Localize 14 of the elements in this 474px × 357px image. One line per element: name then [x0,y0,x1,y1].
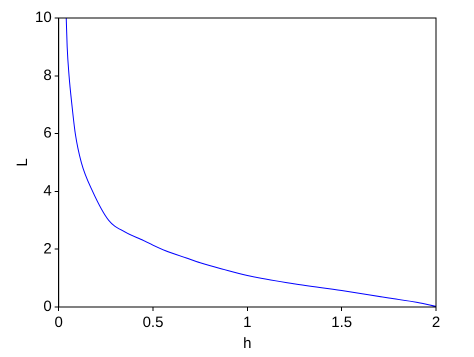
x-axis-title: h [243,335,252,352]
y-tick-label: 4 [43,182,52,200]
line-series [66,18,436,307]
x-tick-label: 0.5 [142,314,164,332]
x-tick-label: 1 [243,314,252,332]
y-tick-label: 0 [43,298,52,316]
x-tick-label: 2 [432,314,440,332]
y-tick-label: 2 [43,240,52,258]
x-tick-label: 0 [54,314,63,332]
x-tick-label: 1.5 [331,314,352,332]
y-axis-title: L [14,158,32,167]
y-tick-label: 8 [43,66,52,84]
y-tick-label: 6 [43,124,52,142]
y-tick-label: 10 [34,9,52,26]
